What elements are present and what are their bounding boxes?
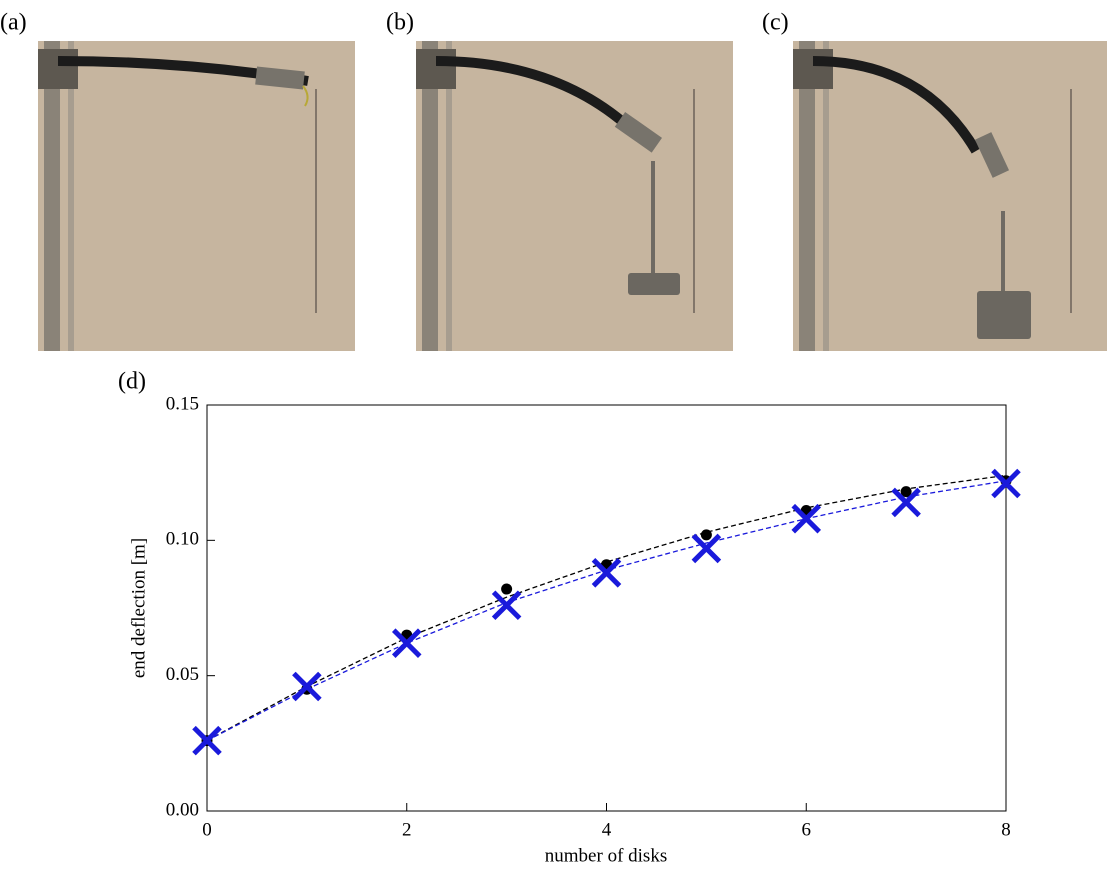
y-tick-label: 0.05 [166,664,199,685]
y-tick-label: 0.15 [166,393,199,414]
x-tick-label: 6 [802,819,812,840]
marker-stroke [691,533,722,564]
marker-stroke [891,487,921,518]
x-tick-label: 0 [202,819,212,840]
y-tick-label: 0.00 [166,799,199,820]
photo [38,41,355,351]
data-point [900,486,912,498]
panel-label: (d) [118,369,146,395]
marker-stroke [791,503,822,534]
x-tick-label: 2 [402,819,412,840]
y-tick-label: 0.10 [166,529,199,550]
data-point [691,533,722,564]
x-tick-label: 8 [1001,819,1011,840]
fit-line [206,480,1007,742]
panel-label: (b) [386,10,414,36]
marker-stroke [192,725,222,756]
photo [416,41,733,351]
plot-frame [206,404,1007,812]
data-point [491,590,522,621]
data-point [991,468,1021,499]
x-tick-label: 4 [602,819,612,840]
plot: 0.00 0.05 0.10 0.15 0 2 4 6 8 [166,393,1021,840]
fit-line [206,474,1007,742]
marker-stroke [591,558,622,588]
data-point [891,487,921,518]
data-point [700,529,712,541]
panel-label: (c) [762,10,789,36]
data-point [501,583,513,595]
x-axis-label: number of disks [545,845,667,866]
marker-stroke [991,468,1021,499]
marker-stroke [491,590,522,621]
data-point [791,503,822,534]
data-point [391,628,422,658]
marker-stroke [391,628,422,658]
data-point [192,725,222,756]
marker-stroke [292,671,322,702]
y-axis-label: end deflection [m] [128,538,149,678]
panel-label: (a) [0,10,27,36]
photo [793,41,1107,351]
data-point [591,558,622,588]
data-point [292,671,322,702]
